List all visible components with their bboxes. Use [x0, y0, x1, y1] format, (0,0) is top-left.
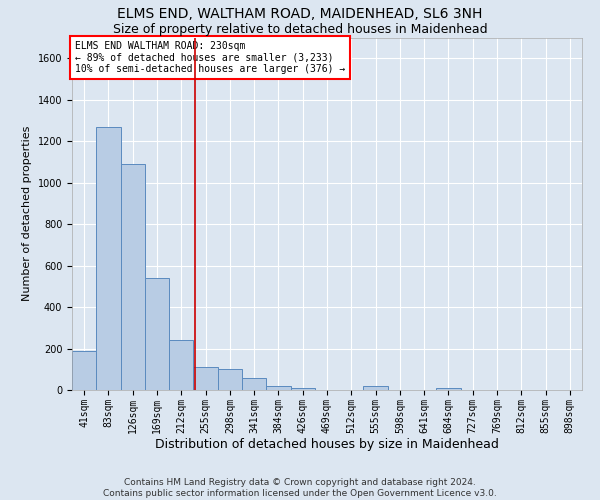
Bar	[145, 278, 169, 390]
Text: ELMS END WALTHAM ROAD: 230sqm
← 89% of detached houses are smaller (3,233)
10% o: ELMS END WALTHAM ROAD: 230sqm ← 89% of d…	[74, 41, 345, 74]
Bar	[242, 378, 266, 390]
Bar	[193, 367, 218, 390]
Bar	[96, 126, 121, 390]
Bar	[169, 340, 193, 390]
Y-axis label: Number of detached properties: Number of detached properties	[22, 126, 32, 302]
Text: Size of property relative to detached houses in Maidenhead: Size of property relative to detached ho…	[113, 22, 487, 36]
Bar	[218, 370, 242, 390]
Bar	[72, 350, 96, 390]
Text: ELMS END, WALTHAM ROAD, MAIDENHEAD, SL6 3NH: ELMS END, WALTHAM ROAD, MAIDENHEAD, SL6 …	[118, 8, 482, 22]
Bar	[121, 164, 145, 390]
Bar	[266, 386, 290, 390]
Bar	[436, 388, 461, 390]
Bar	[290, 388, 315, 390]
Text: Contains HM Land Registry data © Crown copyright and database right 2024.
Contai: Contains HM Land Registry data © Crown c…	[103, 478, 497, 498]
Bar	[364, 386, 388, 390]
X-axis label: Distribution of detached houses by size in Maidenhead: Distribution of detached houses by size …	[155, 438, 499, 452]
